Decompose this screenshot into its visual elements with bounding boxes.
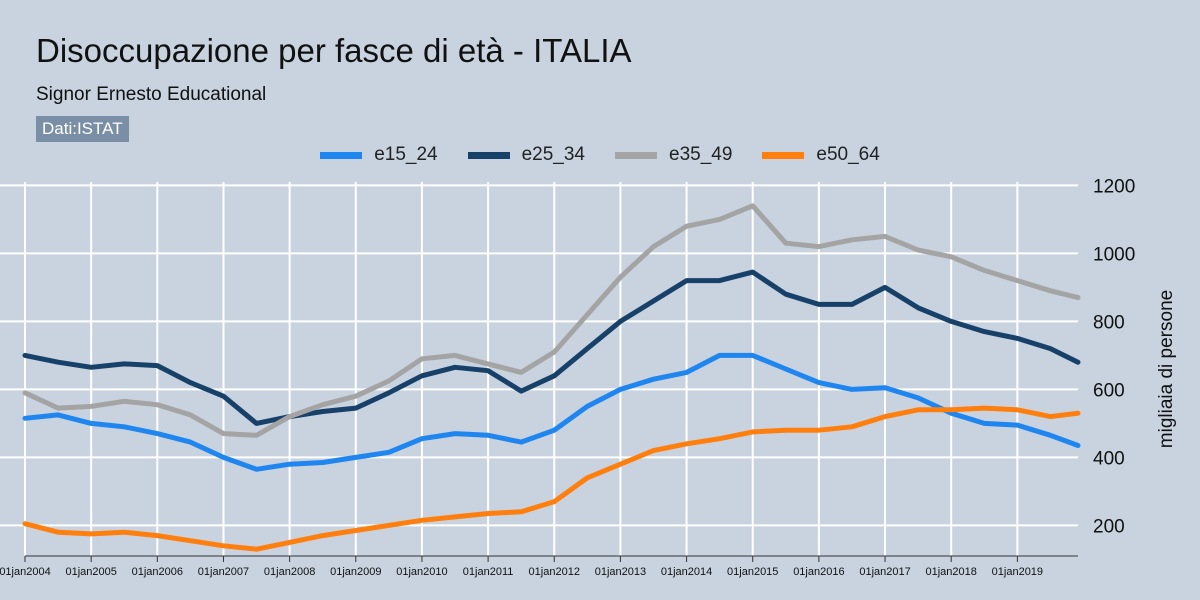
x-tick-label: 01jan2017 bbox=[859, 566, 910, 578]
x-tick-label: 01jan2010 bbox=[396, 566, 447, 578]
legend-item-e35-49: e35_49 bbox=[615, 144, 732, 166]
legend-label: e35_49 bbox=[669, 144, 733, 165]
x-tick-label: 01jan2011 bbox=[463, 566, 514, 578]
legend-item-e15-24: e15_24 bbox=[320, 144, 438, 166]
x-tick-label: 01jan2012 bbox=[529, 566, 580, 578]
legend-swatch bbox=[320, 151, 363, 159]
y-tick-label: 1000 bbox=[1093, 244, 1135, 265]
x-tick-label: 01jan2016 bbox=[793, 566, 844, 578]
chart-axes: 200 400 600 800 1000 1200 01jan2004 01jan2005 01… bbox=[0, 176, 1177, 578]
series-line-e15-24 bbox=[22, 352, 1081, 472]
legend-swatch bbox=[615, 151, 657, 159]
page-title: Disoccupazione per fasce di età - ITALIA bbox=[36, 32, 632, 69]
y-tick-label: 600 bbox=[1093, 380, 1125, 401]
x-tick-label: 01jan2014 bbox=[661, 566, 712, 578]
chart-series bbox=[22, 203, 1081, 552]
series-line-e25-34 bbox=[22, 269, 1081, 426]
series-line-e35-49 bbox=[22, 203, 1081, 438]
source-badge: Dati:ISTAT bbox=[36, 116, 129, 142]
y-tick-label: 200 bbox=[1093, 516, 1125, 537]
series-line-e50-64 bbox=[22, 405, 1081, 552]
y-tick-label: 1200 bbox=[1093, 176, 1135, 197]
x-tick-label: 01jan2004 bbox=[0, 566, 51, 578]
legend: e15_24 e25_34 e35_49 e50_64 bbox=[0, 144, 1200, 166]
x-tick-label: 01jan2006 bbox=[132, 566, 183, 578]
y-tick-label: 400 bbox=[1093, 448, 1125, 469]
legend-item-e25-34: e25_34 bbox=[467, 144, 585, 166]
x-tick-label: 01jan2019 bbox=[992, 566, 1043, 578]
chart-grid bbox=[0, 182, 1078, 556]
legend-item-e50-64: e50_64 bbox=[762, 144, 880, 166]
legend-swatch bbox=[467, 151, 510, 159]
y-axis-label: migliaia di persone bbox=[1156, 290, 1177, 448]
x-tick-label: 01jan2009 bbox=[330, 566, 381, 578]
x-tick-label: 01jan2005 bbox=[65, 566, 116, 578]
x-tick-label: 01jan2013 bbox=[595, 566, 646, 578]
legend-label: e50_64 bbox=[816, 144, 880, 165]
x-tick-label: 01jan2015 bbox=[727, 566, 778, 578]
x-tick-label: 01jan2018 bbox=[926, 566, 977, 578]
legend-label: e15_24 bbox=[374, 144, 438, 165]
x-tick-label: 01jan2008 bbox=[264, 566, 315, 578]
legend-label: e25_34 bbox=[521, 144, 585, 165]
x-tick-label: 01jan2007 bbox=[198, 566, 249, 578]
y-tick-label: 800 bbox=[1093, 312, 1125, 333]
legend-swatch bbox=[762, 151, 805, 159]
chart-subtitle: Signor Ernesto Educational bbox=[36, 84, 267, 105]
